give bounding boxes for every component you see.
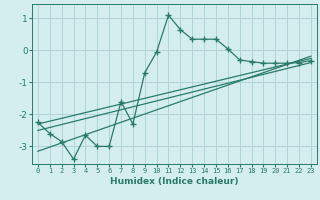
X-axis label: Humidex (Indice chaleur): Humidex (Indice chaleur) [110, 177, 239, 186]
